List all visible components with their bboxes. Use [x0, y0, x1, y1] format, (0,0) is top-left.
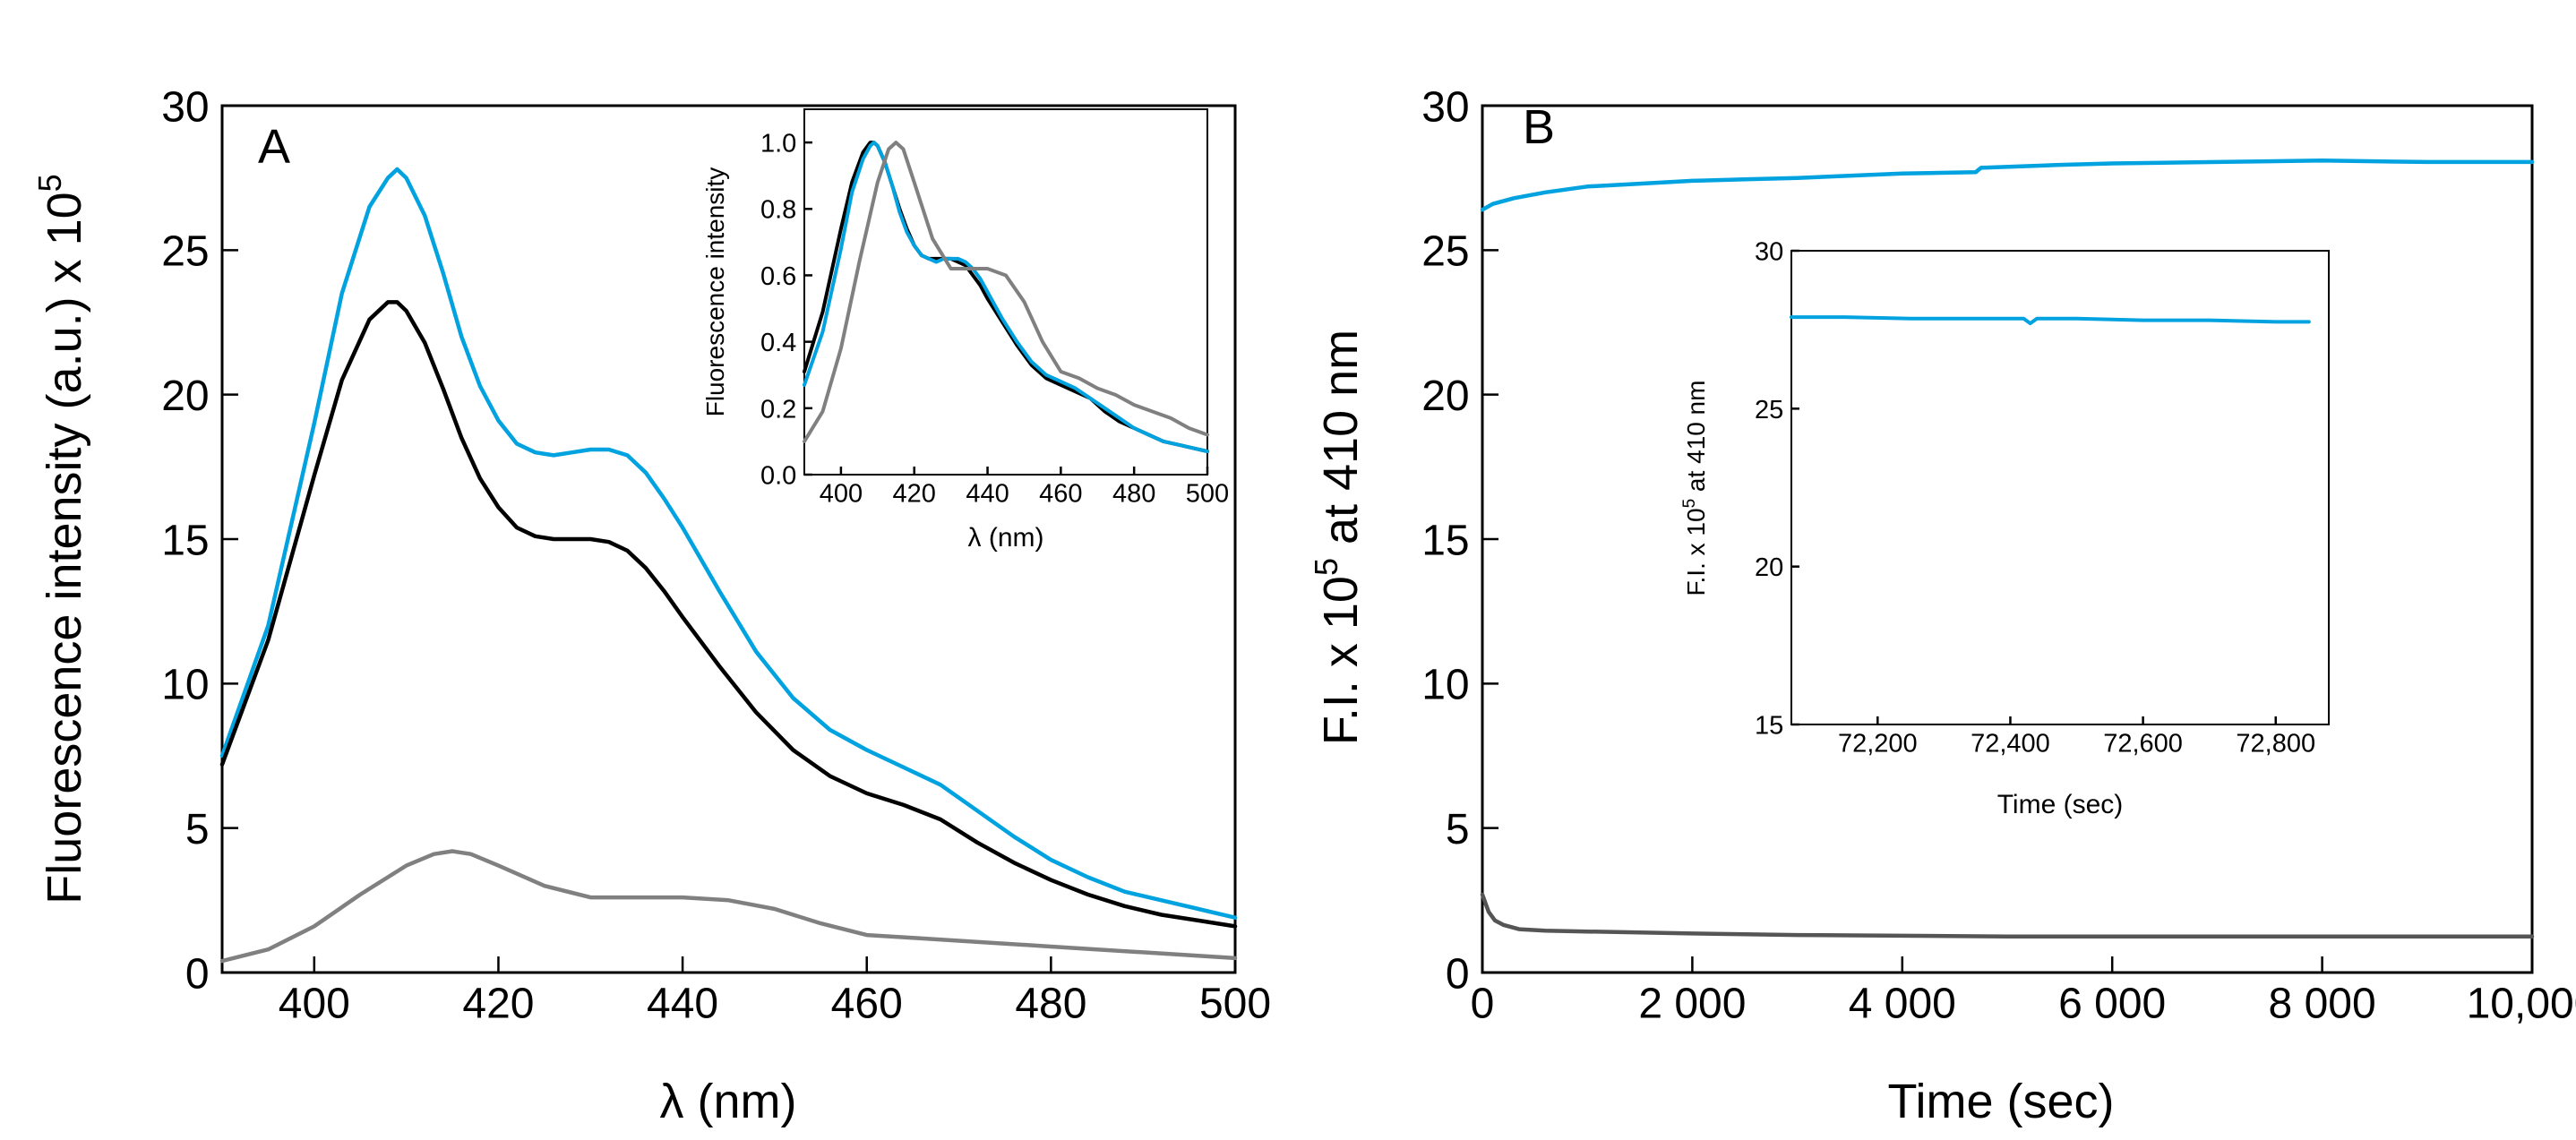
panel-a-inset-series-line-2 [803, 141, 1209, 443]
panel-a-inset-x-tick-label: 480 [1112, 479, 1155, 508]
panel-b-y-ticks: 0 5 10 15 20 25 30 [1421, 83, 1498, 998]
panel-a-x-tick-label: 500 [1199, 980, 1271, 1027]
panel-b-series [1480, 159, 2535, 939]
panel-a-series-line-2 [219, 849, 1238, 964]
panel-b-x-tick-label: 6 000 [2058, 980, 2166, 1027]
panel-a-inset-y-tick-label: 0.8 [760, 196, 796, 225]
panel-b-y-tick-label: 25 [1421, 228, 1469, 276]
panel-b-inset-series [1790, 315, 2311, 326]
panel-b-inset-y-tick-label: 25 [1755, 396, 1783, 424]
panel-b-y-tick-label: 5 [1446, 806, 1470, 853]
panel-a-y-tick-label: 25 [161, 228, 209, 276]
panel-b-y-label-pre: F.I. x 10 [1314, 576, 1368, 745]
panel-a-y-tick-label: 10 [161, 662, 209, 709]
panel-a-series [219, 167, 1238, 964]
panel-b-inset-x-label: Time (sec) [1997, 790, 2124, 819]
panel-b-y-label: F.I. x 105 at 410 nm [1308, 330, 1368, 745]
panel-a-inset-x-tick-label: 500 [1186, 479, 1229, 508]
panel-a-x-tick-label: 460 [831, 980, 903, 1027]
panel-b-inset-x-tick-label: 72,800 [2236, 729, 2315, 758]
panel-a-series-line-1 [219, 300, 1238, 929]
panel-a-inset-x-ticks: 400 420 440 460 480 500 [820, 467, 1229, 508]
panel-b-y-tick-label: 30 [1421, 83, 1469, 131]
panel-b-inset-frame [1790, 250, 2330, 725]
panel-a-x-tick-label: 440 [647, 980, 718, 1027]
panel-a-inset-y-tick-label: 0.6 [760, 262, 796, 291]
panel-a-inset-series [803, 141, 1209, 453]
panel-a-y-tick-label: 0 [185, 950, 210, 998]
panel-a-y-tick-label: 20 [161, 373, 209, 420]
panel-a-inset-series-line-1 [803, 141, 1209, 453]
panel-a-inset-y-tick-label: 0.2 [760, 395, 796, 424]
panel-a-y-label-main: Fluorescence intensity (a.u.) x 10 [38, 192, 91, 904]
panel-a-x-tick-label: 400 [279, 980, 350, 1027]
panel-b-inset-y-label-exponent: 5 [1680, 499, 1699, 509]
panel-a-inset: 400 420 440 460 480 500 0.0 0.2 0.4 0.6 0.8 1.0 λ … [701, 108, 1229, 553]
panel-a-inset-x-tick-label: 460 [1039, 479, 1082, 508]
panel-a-inset-y-tick-label: 0.4 [760, 329, 796, 357]
panel-b-x-label: Time (sec) [1888, 1075, 2115, 1128]
panel-b-inset-y-tick-label: 30 [1755, 237, 1783, 266]
panel-a-inset-y-tick-label: 1.0 [760, 130, 796, 159]
panel-a: 400 420 440 460 480 500 0 5 10 15 20 25 30 A λ (nm)… [31, 83, 1271, 1128]
panel-a-x-tick-label: 420 [462, 980, 534, 1027]
panel-b-x-ticks: 0 2 000 4 000 6 000 8 000 10,000 [1471, 956, 2576, 1027]
panel-a-y-tick-label: 5 [185, 806, 210, 853]
panel-b-series-line-0 [1480, 159, 2535, 212]
panel-a-y-ticks: 0 5 10 15 20 25 30 [161, 83, 238, 998]
panel-a-inset-y-label: Fluorescence intensity [701, 167, 729, 417]
panel-b-inset-x-tick-label: 72,400 [1971, 729, 2050, 758]
panel-b-y-tick-label: 15 [1421, 517, 1469, 564]
panel-b-x-tick-label: 10,000 [2467, 980, 2576, 1027]
panel-b-x-tick-label: 4 000 [1849, 980, 1956, 1027]
panel-b-series-line-1 [1480, 892, 2535, 939]
panel-b-inset-x-tick-label: 72,600 [2103, 729, 2183, 758]
panel-a-y-tick-label: 30 [161, 83, 209, 131]
panel-b-inset-y-tick-label: 15 [1755, 711, 1783, 740]
panel-a-y-label: Fluorescence intensity (a.u.) x 105 [31, 174, 91, 904]
panel-a-inset-x-tick-label: 400 [820, 479, 863, 508]
panel-b-inset-y-tick-label: 20 [1755, 553, 1783, 582]
panel-b-inset-y-ticks: 15 20 25 30 [1755, 237, 1799, 740]
panel-a-inset-y-tick-label: 0.0 [760, 461, 796, 490]
panel-b-y-tick-label: 20 [1421, 373, 1469, 420]
panel-b-inset: 72,200 72,400 72,600 72,800 15 20 25 30 Time (… [1680, 237, 2330, 819]
panel-b-y-tick-label: 0 [1446, 950, 1470, 998]
panel-a-series-line-0 [219, 167, 1238, 920]
panel-a-x-tick-label: 480 [1015, 980, 1086, 1027]
panel-b-x-tick-label: 2 000 [1638, 980, 1746, 1027]
panel-a-y-tick-label: 15 [161, 517, 209, 564]
panel-a-label: A [258, 120, 290, 174]
panel-b-y-label-post: at 410 nm [1314, 330, 1368, 558]
panel-b: 0 2 000 4 000 6 000 8 000 10,000 0 5 10 15 20 25 30… [1308, 83, 2576, 1128]
panel-b-inset-x-tick-label: 72,200 [1838, 729, 1918, 758]
panel-b-inset-x-ticks: 72,200 72,400 72,600 72,800 [1838, 716, 2315, 758]
panel-b-label: B [1523, 100, 1555, 154]
panel-a-inset-frame [803, 108, 1208, 476]
panel-b-inset-series-line-0 [1790, 315, 2311, 326]
panel-a-inset-y-ticks: 0.0 0.2 0.4 0.6 0.8 1.0 [760, 130, 812, 490]
panel-b-y-tick-label: 10 [1421, 662, 1469, 709]
panel-a-inset-x-tick-label: 420 [893, 479, 936, 508]
panel-b-inset-y-label-pre: F.I. x 10 [1682, 508, 1710, 596]
panel-a-inset-x-label: λ (nm) [968, 523, 1044, 553]
panel-a-x-ticks: 400 420 440 460 480 500 [279, 956, 1271, 1027]
panel-b-inset-y-label: F.I. x 105 at 410 nm [1680, 381, 1710, 596]
panel-b-x-tick-label: 8 000 [2269, 980, 2376, 1027]
panel-b-inset-y-label-post: at 410 nm [1682, 381, 1710, 499]
panel-b-x-tick-label: 0 [1471, 980, 1495, 1027]
panel-a-x-label: λ (nm) [660, 1075, 797, 1128]
panel-b-y-label-exponent: 5 [1308, 558, 1344, 576]
panel-a-y-label-exponent: 5 [31, 174, 68, 192]
panel-a-inset-x-tick-label: 440 [966, 479, 1009, 508]
